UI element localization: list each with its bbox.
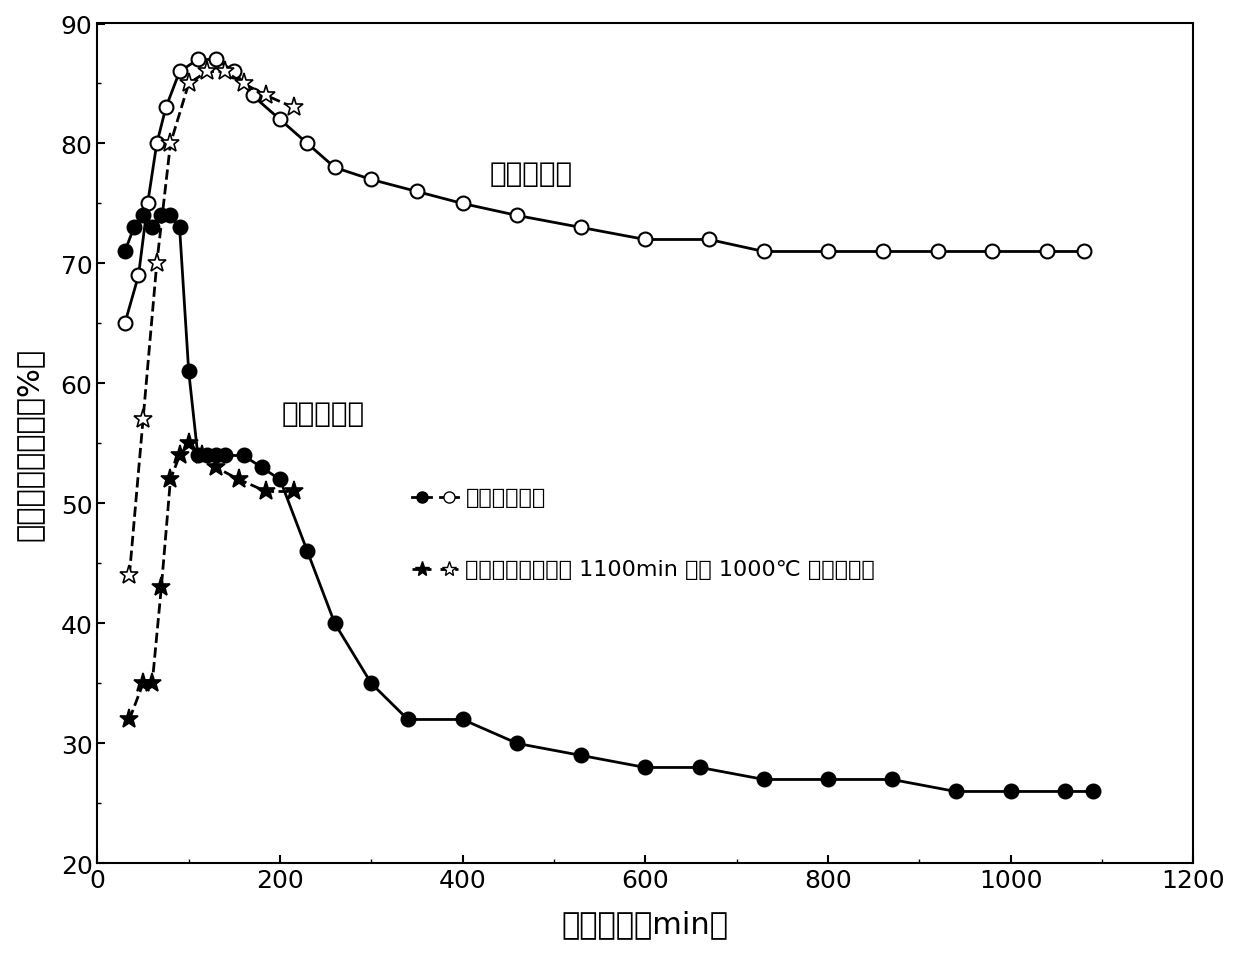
Y-axis label: 转化率和选择性（%）: 转化率和选择性（%） [15, 348, 43, 540]
Text: ：新鲜催化剂反应 1100min 后经 1000℃ 烧炭活化后: ：新鲜催化剂反应 1100min 后经 1000℃ 烧炭活化后 [465, 560, 875, 579]
Text: 丙烷转化率: 丙烷转化率 [281, 400, 365, 428]
Text: 丙烯选择性: 丙烯选择性 [490, 160, 573, 189]
Text: ：新鲜催化剂: ：新鲜催化剂 [465, 488, 546, 508]
X-axis label: 反应时间（min）: 反应时间（min） [562, 909, 729, 938]
